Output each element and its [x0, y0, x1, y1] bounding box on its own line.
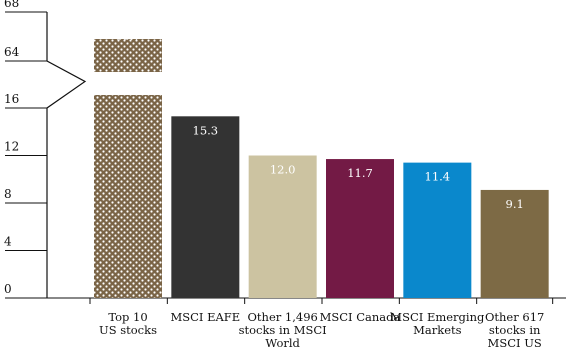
bar — [480, 189, 549, 298]
data-label: 11.4 — [425, 170, 451, 184]
y-tick-label: 4 — [4, 235, 12, 249]
bar — [248, 155, 317, 298]
y-axis-line — [46, 12, 87, 298]
y-tick-label: 0 — [4, 282, 12, 296]
bar — [94, 95, 162, 298]
data-label: 15.3 — [193, 123, 219, 137]
y-tick-label: 16 — [4, 92, 19, 106]
x-tick-label: MSCI EAFE — [170, 310, 240, 324]
bar-upper-segment — [94, 39, 162, 72]
x-tick-label: Top 10 US stocks — [99, 310, 157, 337]
bar — [403, 162, 472, 298]
data-label: 11.7 — [347, 166, 373, 180]
y-tick-label: 68 — [4, 0, 19, 10]
category-labels: Top 10 US stocks MSCI EAFE Other 1,496 stock… — [99, 310, 544, 350]
data-label: 66.7 — [115, 29, 141, 43]
x-tick-label: MSCI Canada — [320, 310, 401, 324]
bars: 66.7 15.3 12.0 11.7 11.4 9.1 — [94, 29, 549, 298]
data-label: 12.0 — [270, 163, 296, 177]
y-tick-label: 8 — [4, 187, 12, 201]
x-tick-label: Other 617 stocks in MSCI US — [485, 310, 544, 350]
bar — [326, 159, 394, 298]
data-label: 9.1 — [506, 197, 524, 211]
bar — [171, 116, 240, 298]
x-tick-label: Other 1,496 stocks in MSCI World — [239, 310, 327, 350]
y-tick-label: 64 — [4, 45, 20, 59]
x-tick-label: MSCI Emerging Markets — [390, 310, 485, 337]
y-tick-label: 12 — [4, 140, 19, 154]
